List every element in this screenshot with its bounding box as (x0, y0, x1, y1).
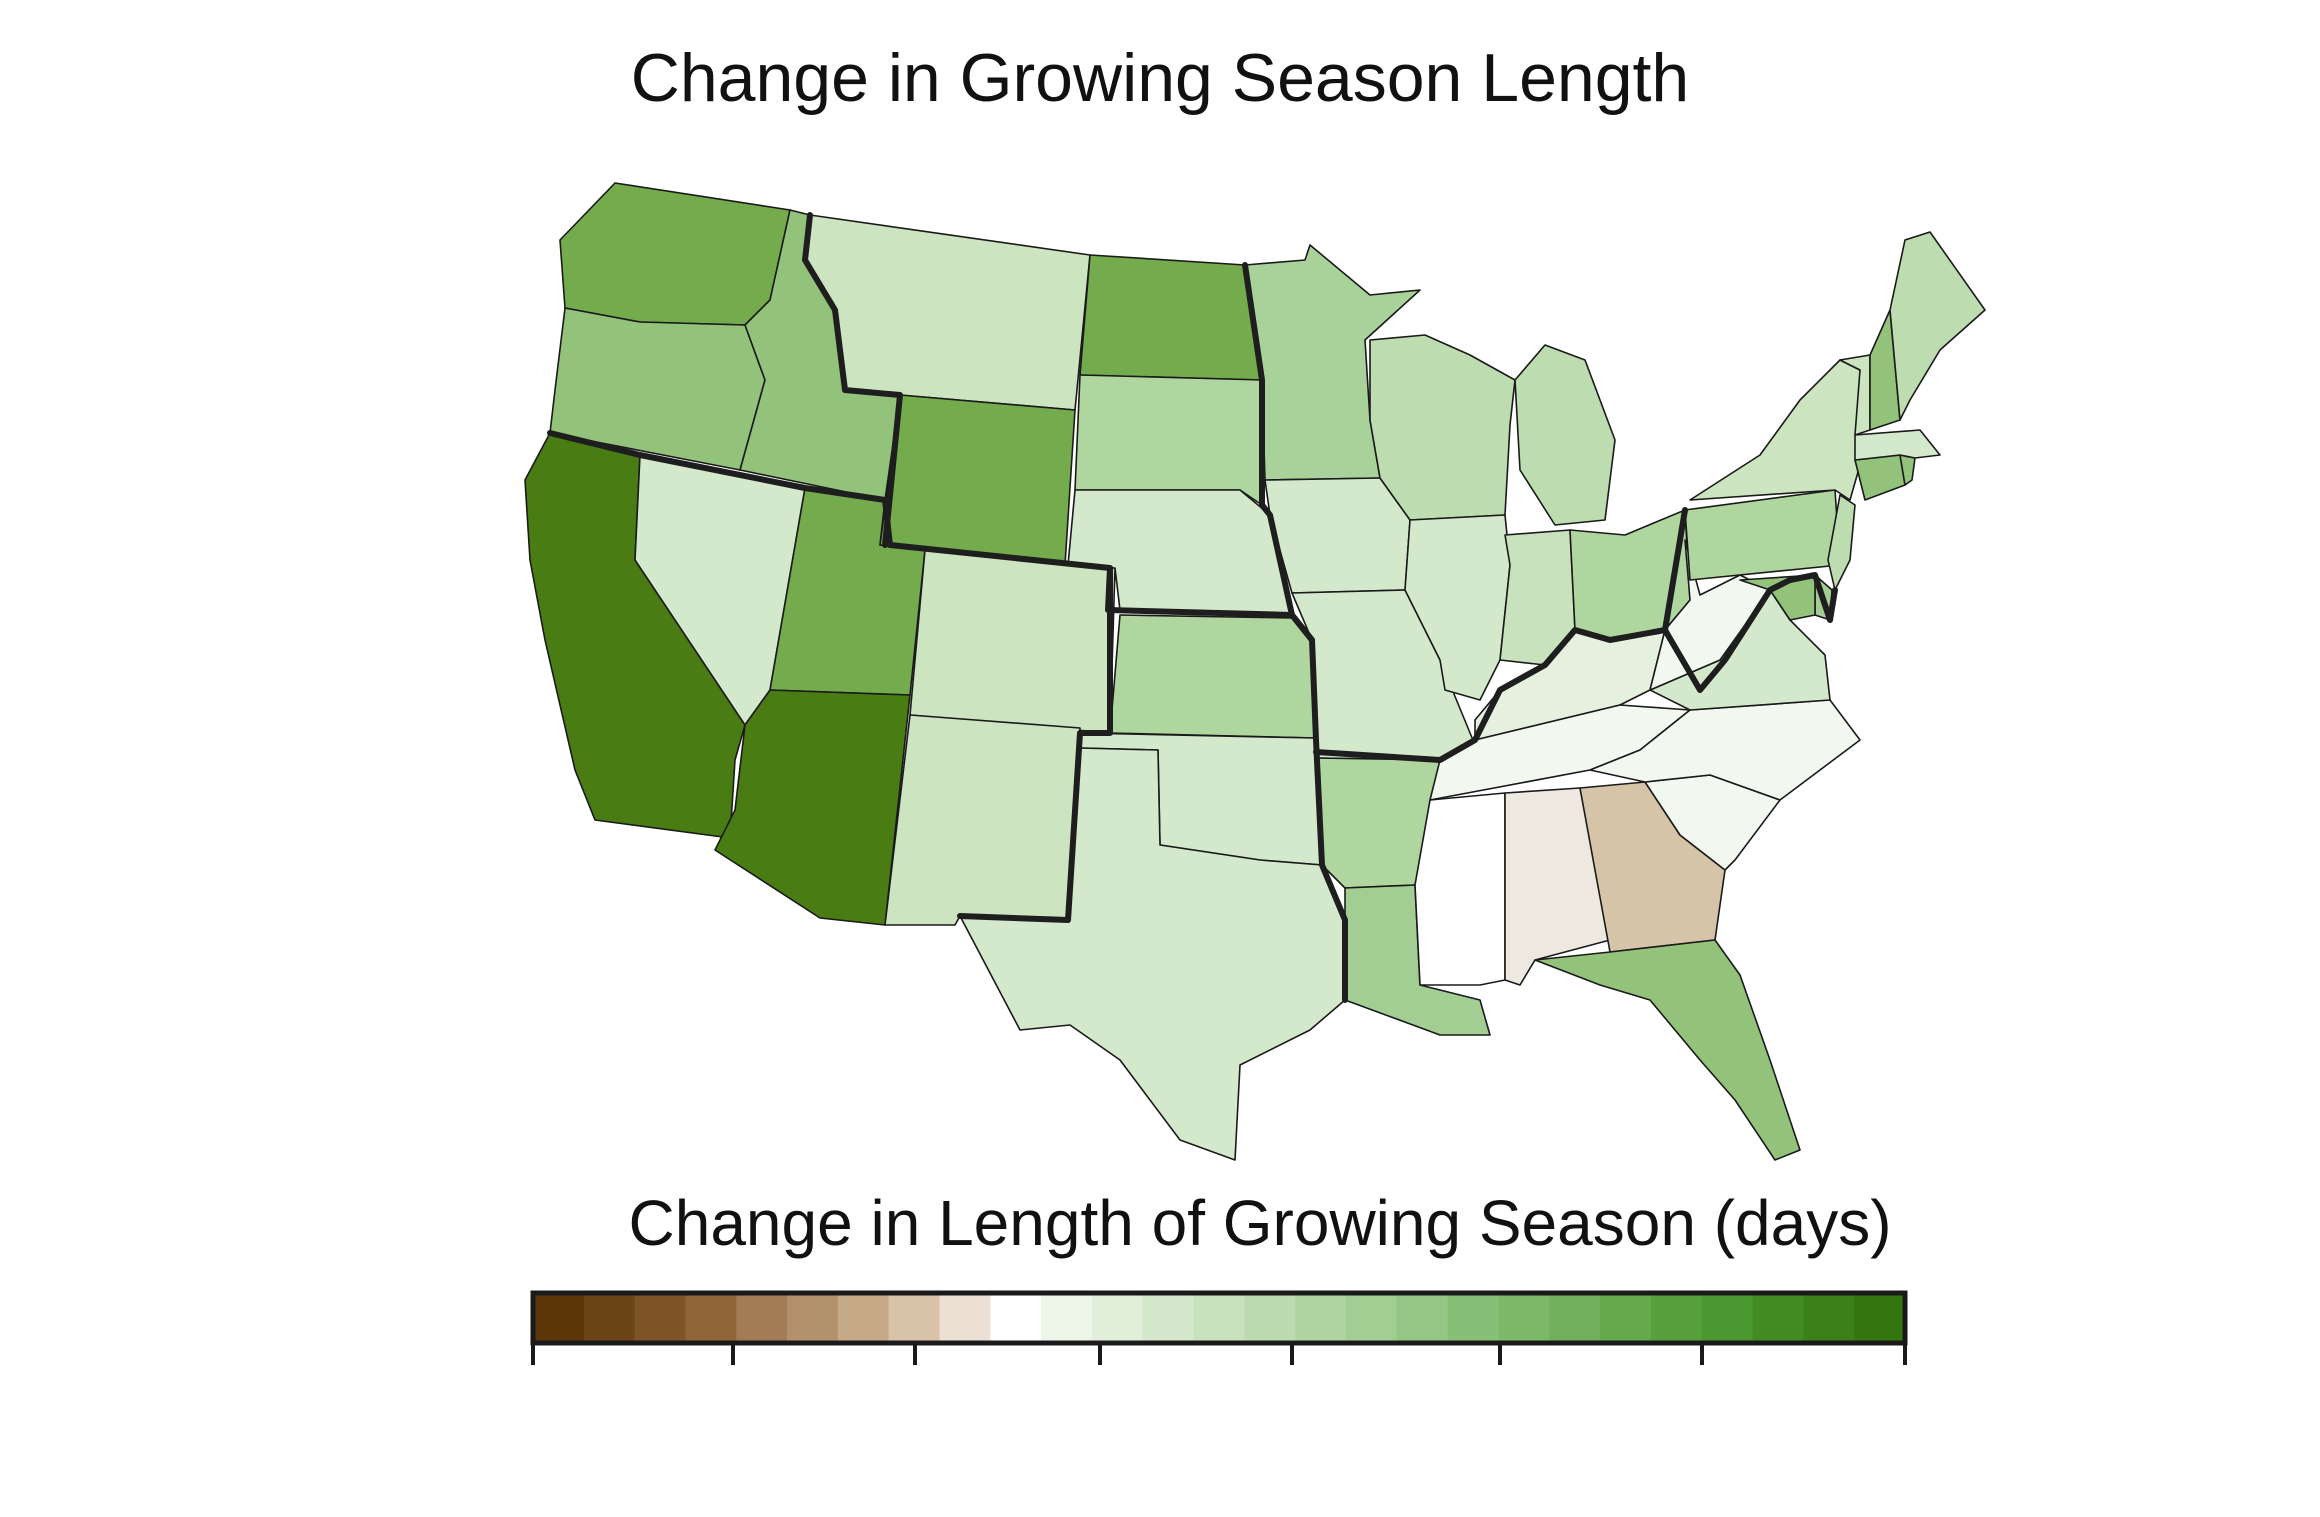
legend-swatch (1854, 1293, 1906, 1343)
state-NC (1589, 699, 1861, 801)
state-AZ (714, 689, 911, 926)
legend-swatch (1701, 1293, 1754, 1343)
region-border-southeast-northeast (1662, 572, 1838, 693)
legend-swatch (685, 1293, 737, 1343)
state-NM (884, 714, 1081, 926)
region-border-southwest-east (957, 565, 1113, 923)
legend-swatch (1803, 1293, 1855, 1343)
state-IA (1264, 477, 1411, 594)
legend-swatch (1396, 1293, 1449, 1343)
legend-swatch (1346, 1293, 1398, 1343)
state-KS (1109, 614, 1317, 739)
state-VT (1839, 354, 1871, 436)
legend-swatch (1295, 1293, 1347, 1343)
region-border-south-southeast (1313, 507, 1688, 763)
state-SD (1074, 374, 1263, 506)
legend-swatch (1193, 1293, 1246, 1343)
legend-swatch (583, 1293, 636, 1343)
legend-swatch (888, 1293, 941, 1343)
legend-tick-marks (531, 1343, 1907, 1365)
legend-frame (530, 1290, 1908, 1346)
state-WY (879, 394, 1076, 566)
legend-swatch (1447, 1293, 1500, 1343)
legend-swatch (1244, 1293, 1296, 1343)
legend-swatch (939, 1293, 991, 1343)
legend-swatch (1600, 1293, 1652, 1343)
legend-swatch (533, 1293, 585, 1343)
state-CO (909, 549, 1116, 734)
state-CT (1854, 454, 1906, 501)
legend-swatch (1650, 1293, 1703, 1343)
region-border-northwest-south (547, 430, 1315, 643)
state-MT (804, 214, 1091, 411)
state-FL (1534, 939, 1801, 1161)
state-MS (1414, 792, 1506, 986)
legend-title: Change in Length of Growing Season (days… (628, 1187, 1892, 1259)
state-WA (559, 182, 791, 326)
state-ME (1889, 231, 1986, 421)
legend-swatch (837, 1293, 890, 1343)
legend-swatch (1091, 1293, 1144, 1343)
legend-swatch (1498, 1293, 1550, 1343)
legend-swatch (1142, 1293, 1195, 1343)
legend-swatch (634, 1293, 687, 1343)
state-NJ (1827, 494, 1856, 591)
state-MA (1854, 429, 1941, 461)
state-PA (1684, 489, 1841, 581)
legend-swatch (1041, 1293, 1093, 1343)
state-ND (1079, 254, 1263, 381)
state-NY (1689, 359, 1861, 501)
legend-swatch (736, 1293, 788, 1343)
legend-colorbar (530, 1290, 1908, 1346)
legend-swatch (990, 1293, 1042, 1343)
climate-region-borders (547, 212, 1838, 1003)
state-IL (1404, 514, 1511, 701)
legend-swatch (787, 1293, 839, 1343)
state-TX (959, 747, 1346, 1161)
state-MI (1514, 344, 1616, 526)
legend-swatch (1752, 1293, 1804, 1343)
legend-swatch (1549, 1293, 1601, 1343)
map-title: Change in Growing Season Length (630, 40, 1690, 116)
region-border-north-central (1242, 262, 1348, 1003)
region-border-northwest-east (802, 212, 903, 548)
state-WI (1369, 334, 1516, 521)
